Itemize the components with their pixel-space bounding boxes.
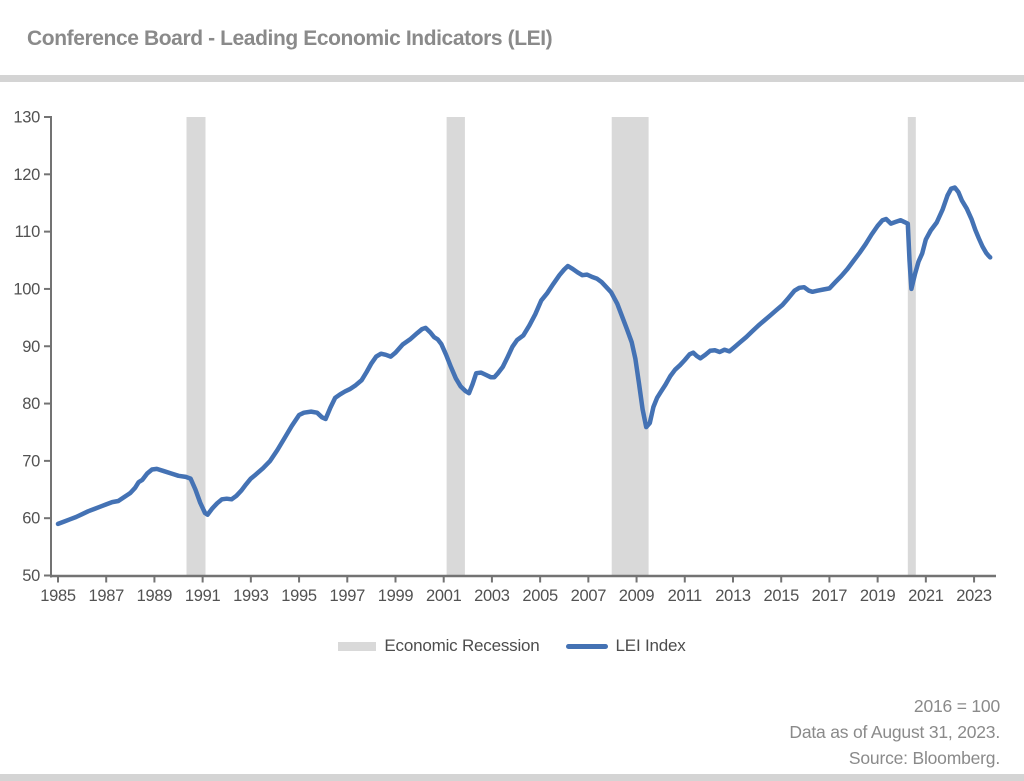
x-tick-label: 2021 bbox=[908, 587, 944, 605]
x-tick-label: 1985 bbox=[40, 587, 76, 605]
x-tick-label: 1997 bbox=[330, 587, 366, 605]
x-tick-label: 1995 bbox=[281, 587, 317, 605]
recession-band bbox=[446, 117, 465, 576]
recession-band bbox=[186, 117, 206, 576]
footnote-data-asof: Data as of August 31, 2023. bbox=[789, 722, 1000, 742]
y-tick-label: 60 bbox=[22, 510, 40, 528]
x-tick-label: 1989 bbox=[137, 587, 173, 605]
x-tick-label: 2005 bbox=[522, 587, 558, 605]
x-tick-label: 2017 bbox=[812, 587, 848, 605]
chart-footnotes: 2016 = 100 Data as of August 31, 2023. S… bbox=[789, 693, 1000, 771]
lei-index-line bbox=[55, 185, 993, 527]
y-tick-label: 90 bbox=[22, 338, 40, 356]
lei-line-chart: 50 60 70 80 90 100 110 120 130 1985 1987 1989 1991 19… bbox=[13, 109, 996, 605]
y-tick-label: 80 bbox=[22, 395, 40, 413]
x-tick-label: 2001 bbox=[426, 587, 462, 605]
y-tick-label: 120 bbox=[13, 166, 40, 184]
recession-band bbox=[611, 117, 649, 576]
y-tick-label: 70 bbox=[22, 452, 40, 470]
chart-legend: Economic Recession LEI Index bbox=[0, 636, 1024, 656]
y-tick-label: 100 bbox=[13, 280, 40, 298]
x-tick-label: 1991 bbox=[185, 587, 221, 605]
y-tick-label: 130 bbox=[13, 109, 40, 127]
lei-line-swatch-icon bbox=[565, 643, 608, 649]
x-tick-label: 2019 bbox=[860, 587, 896, 605]
x-tick-label: 2013 bbox=[715, 587, 751, 605]
legend-lei-label: LEI Index bbox=[615, 636, 686, 655]
legend-item-lei: LEI Index bbox=[565, 636, 686, 656]
x-tick-label: 2023 bbox=[956, 587, 992, 605]
y-tick-label: 110 bbox=[15, 223, 41, 241]
footnote-source: Source: Bloomberg. bbox=[848, 748, 1000, 768]
legend-recession-label: Economic Recession bbox=[384, 636, 540, 655]
page-title: Conference Board - Leading Economic Indi… bbox=[27, 27, 553, 50]
x-tick-label: 1999 bbox=[378, 587, 414, 605]
recession-swatch-icon bbox=[338, 641, 377, 651]
bottom-divider bbox=[0, 774, 1024, 781]
x-tick-label: 2015 bbox=[763, 587, 799, 605]
top-divider bbox=[0, 75, 1024, 82]
x-tick-label: 2003 bbox=[474, 587, 510, 605]
y-tick-label: 50 bbox=[22, 567, 40, 585]
recession-band bbox=[907, 117, 916, 576]
x-tick-label: 2011 bbox=[668, 587, 702, 605]
x-tick-label: 1987 bbox=[88, 587, 124, 605]
x-tick-label: 2007 bbox=[571, 587, 607, 605]
x-tick-label: 2009 bbox=[619, 587, 655, 605]
footnote-index-base: 2016 = 100 bbox=[913, 696, 1000, 716]
legend-item-recession: Economic Recession bbox=[338, 636, 540, 656]
x-tick-label: 1993 bbox=[233, 587, 269, 605]
